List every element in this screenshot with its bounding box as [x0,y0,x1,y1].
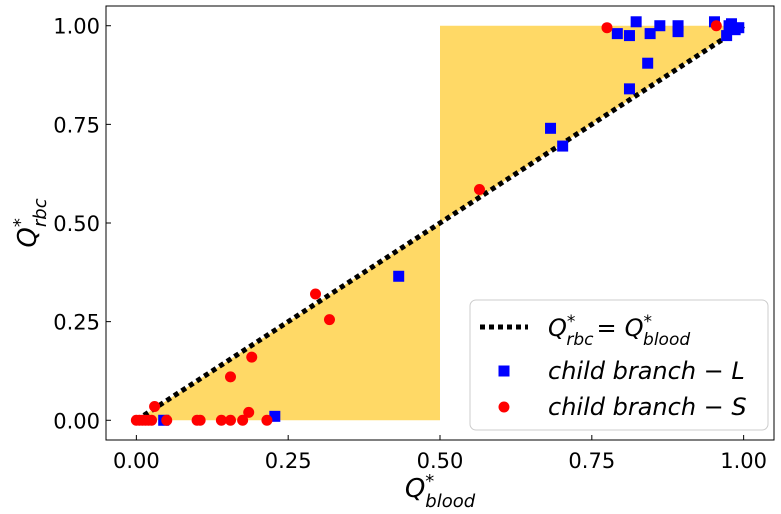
data-point-s [146,414,158,426]
x-tick-label: 0.00 [113,449,160,473]
legend-marker-circle [498,401,510,413]
axes: 0.00 0.25 0.50 0.75 1.00 0.00 0.25 0.50 0.75 1.00… [10,5,775,512]
data-point-s [323,314,335,326]
data-point-s [243,406,255,418]
data-point-l [545,122,557,134]
legend-label-identity: Q* rbc = Q* blood [548,312,690,350]
data-point-s [710,20,722,32]
legend-box [469,299,769,431]
data-point-l [611,28,623,40]
data-point-l [623,83,635,95]
data-point-l [725,18,737,30]
y-tick-label: 0.25 [53,311,100,335]
y-tick-label: 0.00 [53,409,100,433]
data-point-s [224,371,236,383]
data-point-s [261,414,273,426]
data-point-s [237,414,249,426]
y-axis-title: Q*rbc [10,198,51,247]
data-point-l [269,410,281,422]
data-point-s [149,400,161,412]
plot-area [130,16,745,426]
x-tick-label: 0.75 [568,449,615,473]
data-point-l [393,270,405,282]
y-tick-label: 1.00 [53,15,100,39]
data-point-s [473,183,485,195]
identity-line [135,23,745,423]
data-point-s [215,414,227,426]
data-point-l [721,30,733,42]
data-point-s [194,414,206,426]
data-point-l [623,30,635,42]
data-point-l [672,20,684,32]
data-point-l [557,140,569,152]
data-point-l [654,20,666,32]
data-point-l [630,16,642,28]
data-point-l [642,57,654,69]
x-tick-label: 1.00 [720,449,767,473]
legend-label-l: child branch − L [548,357,745,385]
x-tick-label: 0.50 [417,449,464,473]
y-tick-label: 0.75 [53,113,100,137]
data-point-s [601,22,613,34]
data-point-l [733,22,745,34]
data-point-s [224,414,236,426]
legend-label-s: child branch − S [548,393,747,421]
data-point-s [246,351,258,363]
data-point-s [310,288,322,300]
data-point-l [644,28,656,40]
legend-marker-square [498,365,510,377]
data-point-s [161,414,173,426]
y-tick-label: 0.50 [53,212,100,236]
data-point-l [672,26,684,38]
x-tick-label: 0.25 [265,449,312,473]
legend: Q* rbc = Q* blood child branch − L child branc… [469,299,769,431]
x-axis-title: Q* blood [405,471,476,512]
